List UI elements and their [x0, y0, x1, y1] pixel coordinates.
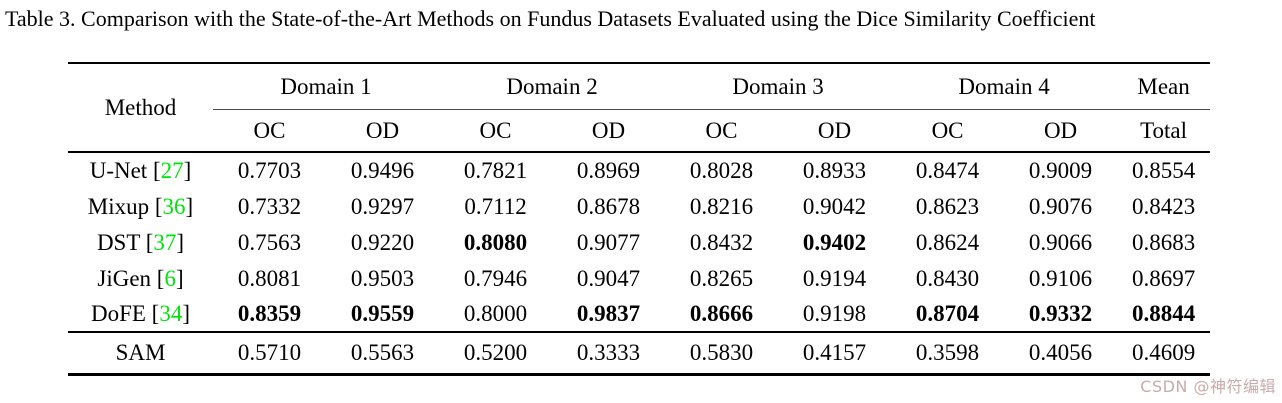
method-cell: U-Net [27]	[89, 158, 192, 183]
value-cell: 0.9076	[1028, 193, 1093, 219]
value-cell: 0.8081	[237, 265, 302, 291]
value-cell: 0.8623	[915, 193, 980, 219]
table-row: Mixup [36] 0.7332 0.9297 0.7112 0.8678 0.8216…	[68, 188, 1210, 224]
group-header-mean: Mean	[1117, 63, 1211, 110]
value-cell: 0.7112	[464, 193, 527, 219]
col-header-method: Method	[68, 63, 213, 153]
value-cell: 0.9047	[576, 265, 641, 291]
value-cell: 0.5200	[463, 340, 528, 366]
value-cell: 0.8000	[463, 301, 528, 326]
value-cell: 0.9066	[1028, 229, 1093, 255]
value-cell: 0.8697	[1131, 265, 1196, 291]
col-header-od-d2: OD	[552, 109, 666, 153]
col-header-oc-d1: OC	[213, 109, 326, 153]
value-cell: 0.9837	[576, 301, 641, 326]
method-cell: DST [37]	[96, 229, 185, 255]
watermark: CSDN @神符编辑	[1140, 377, 1276, 396]
value-cell: 0.8359	[237, 301, 302, 326]
group-header-domain1: Domain 1	[213, 63, 440, 110]
value-cell: 0.9077	[576, 229, 641, 255]
group-header-row: Method Domain 1 Domain 2 Domain 3 Domain…	[68, 63, 1211, 153]
value-cell: 0.9194	[802, 265, 867, 291]
table-row: DoFE [34] 0.8359 0.9559 0.8000 0.9837 0.8666 0…	[68, 296, 1210, 332]
group-header-domain3: Domain 3	[665, 63, 892, 110]
value-cell: 0.8474	[915, 158, 980, 183]
value-cell: 0.9198	[802, 301, 867, 326]
col-header-od-d4: OD	[1004, 109, 1118, 153]
value-cell: 0.9009	[1028, 158, 1093, 183]
value-cell: 0.5710	[237, 340, 302, 366]
col-header-oc-d2: OC	[439, 109, 553, 153]
value-cell: 0.9402	[802, 229, 867, 255]
value-cell: 0.8683	[1131, 229, 1196, 255]
value-cell: 0.3333	[576, 340, 641, 366]
col-header-od-d3: OD	[778, 109, 892, 153]
table-row: JiGen [6] 0.8081 0.9503 0.7946 0.9047 0.8265 0…	[68, 260, 1210, 296]
value-cell: 0.8933	[802, 158, 867, 183]
col-header-oc-d4: OC	[891, 109, 1005, 153]
value-cell: 0.8265	[689, 265, 754, 291]
value-cell: 0.9332	[1028, 301, 1093, 326]
table-row: U-Net [27] 0.7703 0.9496 0.7821 0.8969 0.8028…	[68, 152, 1210, 188]
results-table: Method Domain 1 Domain 2 Domain 3 Domain…	[68, 62, 1211, 376]
citation-ref[interactable]: 36	[162, 193, 186, 219]
value-cell: 0.8678	[576, 193, 641, 219]
value-cell: 0.9220	[350, 229, 415, 255]
method-cell: Mixup [36]	[87, 193, 194, 219]
citation-ref[interactable]: 34	[159, 301, 183, 326]
col-header-od-d1: OD	[326, 109, 440, 153]
value-cell: 0.7332	[237, 193, 302, 219]
group-header-domain4: Domain 4	[891, 63, 1118, 110]
value-cell: 0.3598	[915, 340, 980, 366]
value-cell: 0.8430	[915, 265, 980, 291]
sub-header-row: OC OD OC OD OC OD OC OD Total	[68, 109, 1211, 153]
value-cell: 0.8704	[915, 301, 980, 326]
value-cell: 0.5563	[350, 340, 415, 366]
value-cell: 0.9559	[350, 301, 415, 326]
value-cell: 0.4609	[1131, 340, 1196, 366]
method-cell: JiGen [6]	[97, 265, 184, 291]
table-caption: Table 3. Comparison with the State-of-th…	[5, 6, 1096, 31]
value-cell: 0.7563	[237, 229, 302, 255]
value-cell: 0.8028	[689, 158, 754, 183]
value-cell: 0.9106	[1028, 265, 1093, 291]
value-cell: 0.8423	[1131, 193, 1196, 219]
citation-ref[interactable]: 27	[160, 158, 184, 183]
value-cell: 0.4157	[802, 340, 867, 366]
value-cell: 0.8554	[1131, 158, 1196, 183]
value-cell: 0.8969	[576, 158, 641, 183]
value-cell: 0.4056	[1028, 340, 1093, 366]
value-cell: 0.9503	[350, 265, 415, 291]
value-cell: 0.9496	[350, 158, 415, 183]
method-cell: SAM	[115, 340, 166, 366]
value-cell: 0.8666	[689, 301, 754, 326]
value-cell: 0.9297	[350, 193, 415, 219]
value-cell: 0.7703	[237, 158, 302, 183]
value-cell: 0.8624	[915, 229, 980, 255]
value-cell: 0.7946	[463, 265, 528, 291]
value-cell: 0.8844	[1131, 301, 1196, 326]
value-cell: 0.9042	[802, 193, 867, 219]
citation-ref[interactable]: 37	[153, 229, 177, 255]
value-cell: 0.8216	[689, 193, 754, 219]
table-row: DST [37] 0.7563 0.9220 0.8080 0.9077 0.8432 0.…	[68, 224, 1210, 260]
group-header-domain2: Domain 2	[439, 63, 666, 110]
citation-ref[interactable]: 6	[164, 265, 176, 291]
table-row: SAM 0.5710 0.5563 0.5200 0.3333 0.5830 0.4157 0…	[68, 332, 1211, 374]
col-header-total: Total	[1117, 109, 1211, 153]
value-cell: 0.7821	[463, 158, 528, 183]
value-cell: 0.5830	[689, 340, 754, 366]
method-cell: DoFE [34]	[90, 301, 191, 326]
value-cell: 0.8432	[689, 229, 754, 255]
value-cell: 0.8080	[463, 229, 528, 255]
col-header-oc-d3: OC	[665, 109, 779, 153]
